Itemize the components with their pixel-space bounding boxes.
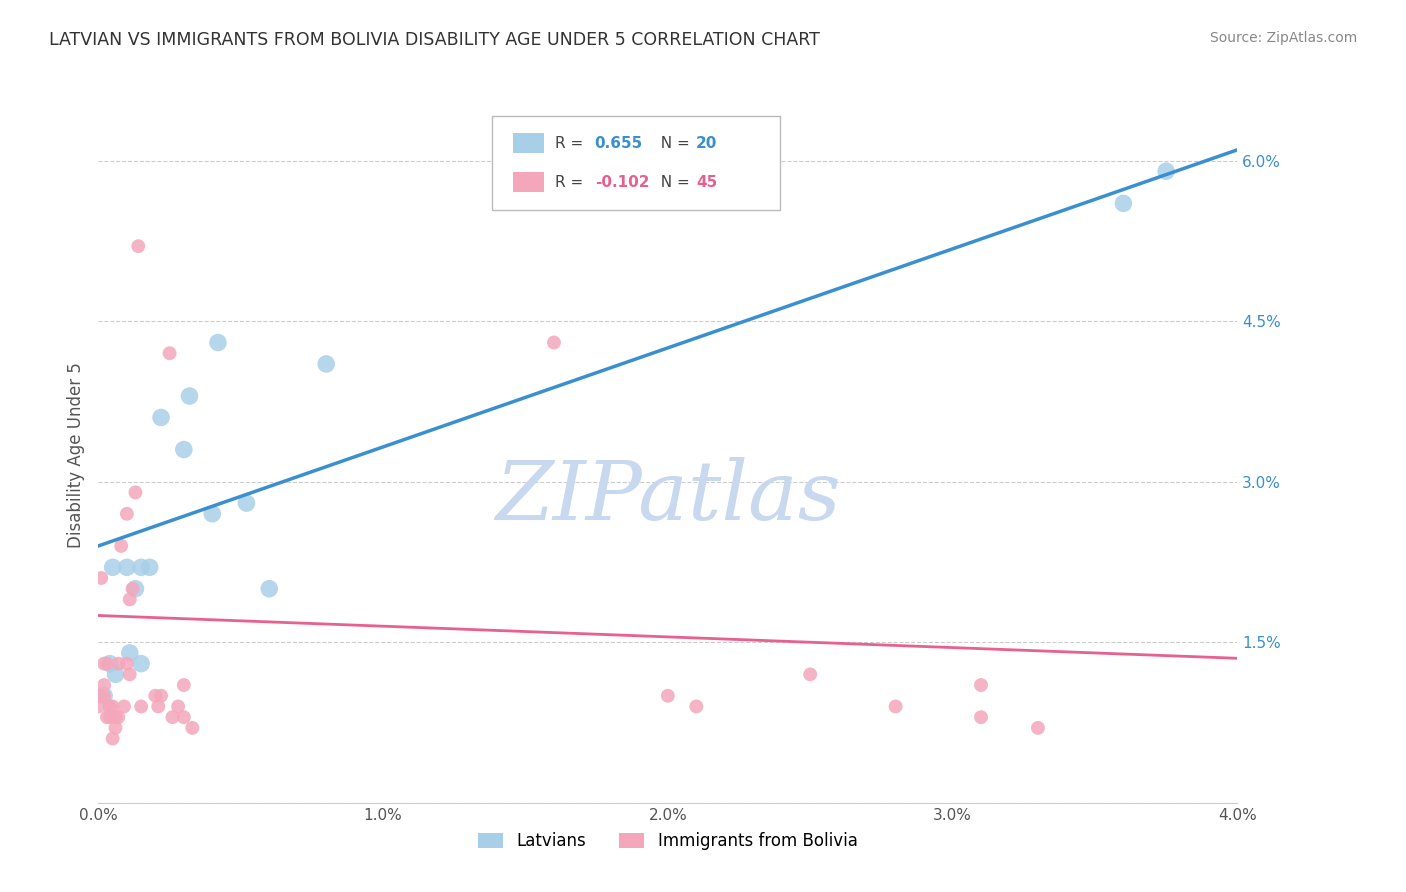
Text: 20: 20	[696, 136, 717, 151]
Point	[799, 667, 821, 681]
Point	[90, 689, 112, 703]
Point	[107, 710, 129, 724]
Point	[110, 539, 132, 553]
Point	[118, 667, 141, 681]
Point	[93, 678, 115, 692]
Point	[101, 699, 124, 714]
Point	[543, 335, 565, 350]
Point	[150, 410, 173, 425]
Point	[159, 346, 181, 360]
Point	[101, 560, 124, 574]
Point	[685, 699, 707, 714]
Text: N =: N =	[651, 136, 695, 151]
Point	[98, 699, 121, 714]
Text: R =: R =	[555, 175, 589, 190]
Point	[173, 678, 195, 692]
Point	[104, 667, 127, 681]
Legend: Latvians, Immigrants from Bolivia: Latvians, Immigrants from Bolivia	[471, 826, 865, 857]
Point	[145, 689, 167, 703]
Point	[98, 657, 121, 671]
Point	[148, 699, 170, 714]
Point	[124, 582, 146, 596]
Point	[179, 389, 201, 403]
Text: LATVIAN VS IMMIGRANTS FROM BOLIVIA DISABILITY AGE UNDER 5 CORRELATION CHART: LATVIAN VS IMMIGRANTS FROM BOLIVIA DISAB…	[49, 31, 820, 49]
Point	[104, 721, 127, 735]
Text: R =: R =	[555, 136, 589, 151]
Point	[96, 657, 118, 671]
Point	[90, 571, 112, 585]
Point	[124, 485, 146, 500]
Point	[884, 699, 907, 714]
Point	[129, 657, 152, 671]
Point	[93, 689, 115, 703]
Point	[235, 496, 257, 510]
Point	[129, 560, 152, 574]
Point	[129, 699, 152, 714]
Text: 45: 45	[696, 175, 717, 190]
Point	[115, 657, 138, 671]
Y-axis label: Disability Age Under 5: Disability Age Under 5	[66, 362, 84, 548]
Point	[104, 710, 127, 724]
Point	[970, 678, 993, 692]
Text: ZIPatlas: ZIPatlas	[495, 457, 841, 537]
Point	[121, 582, 143, 596]
Point	[138, 560, 160, 574]
Point	[87, 689, 110, 703]
Text: Source: ZipAtlas.com: Source: ZipAtlas.com	[1209, 31, 1357, 45]
Point	[167, 699, 190, 714]
Point	[315, 357, 337, 371]
Point	[173, 710, 195, 724]
Point	[201, 507, 224, 521]
Point	[207, 335, 229, 350]
Point	[96, 710, 118, 724]
Point	[181, 721, 204, 735]
Point	[162, 710, 184, 724]
Point	[101, 731, 124, 746]
Point	[93, 689, 115, 703]
Point	[1026, 721, 1049, 735]
Point	[98, 710, 121, 724]
Point	[118, 646, 141, 660]
Point	[657, 689, 679, 703]
Point	[115, 560, 138, 574]
Point	[118, 592, 141, 607]
Point	[93, 657, 115, 671]
Point	[1112, 196, 1135, 211]
Point	[98, 699, 121, 714]
Text: -0.102: -0.102	[595, 175, 650, 190]
Point	[150, 689, 173, 703]
Text: N =: N =	[651, 175, 695, 190]
Point	[112, 699, 135, 714]
Point	[173, 442, 195, 457]
Point	[970, 710, 993, 724]
Point	[87, 699, 110, 714]
Point	[115, 507, 138, 521]
Text: 0.655: 0.655	[595, 136, 643, 151]
Point	[1154, 164, 1177, 178]
Point	[127, 239, 149, 253]
Point	[107, 657, 129, 671]
Point	[259, 582, 281, 596]
